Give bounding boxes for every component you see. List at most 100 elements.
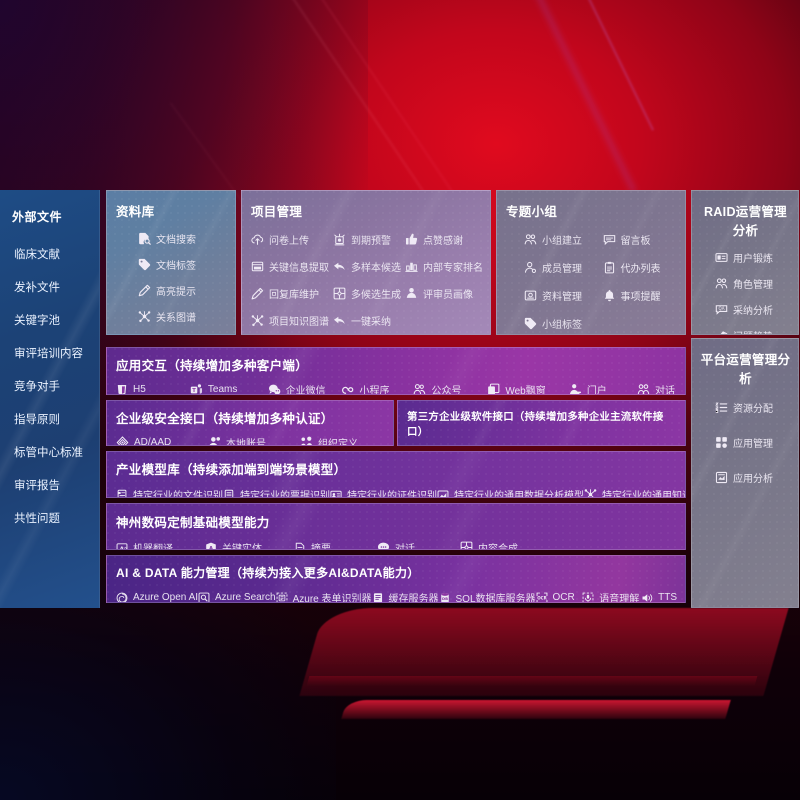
platform-item-2[interactable]: 应用分析 (715, 470, 792, 485)
platform-item-0[interactable]: 资源分配 (715, 400, 792, 415)
project-item-2[interactable]: 点赞感谢 (405, 232, 483, 247)
platform-item-1-label: 应用管理 (733, 439, 773, 450)
sidebar-item-3[interactable]: 审评培训内容 (14, 348, 83, 360)
project-item-9[interactable]: 项目知识图谱 (251, 313, 329, 328)
app-analysis-icon (715, 471, 728, 484)
panel-platform-title: 平台运营管理分析 (700, 353, 791, 386)
svg-text:A: A (209, 545, 214, 550)
sidebar-item-8[interactable]: 共性问题 (14, 513, 60, 525)
project-item-4-label: 多样本候选 (351, 263, 401, 274)
security-item-0[interactable]: AD/AAD (116, 436, 208, 445)
app-interaction-item-2[interactable]: 企业微信 (268, 382, 342, 394)
ai-data-item-0[interactable]: Azure Open AI (116, 592, 198, 602)
group-item-2[interactable]: 成员管理 (524, 260, 599, 275)
ordered-list-icon (715, 401, 728, 414)
panel-industry-model-items: 特定行业的文件识别 特定行业的票据识别 特定行业的证件识别 特定行业的通用数据分… (116, 487, 685, 497)
app-interaction-item-0[interactable]: H5 (116, 384, 190, 394)
group-item-5-label: 事项提醒 (620, 292, 661, 303)
library-item-2[interactable]: 高亮提示 (138, 283, 227, 298)
ai-data-item-2-label: Azure 表单识别器 (292, 594, 372, 603)
ai-data-item-3[interactable]: 缓存服务器 (372, 590, 439, 603)
group-item-5[interactable]: 事项提醒 (603, 288, 678, 303)
project-item-7-label: 多候选生成 (351, 290, 401, 301)
group-item-3[interactable]: 代办列表 (603, 260, 678, 275)
industry-model-item-0[interactable]: 特定行业的文件识别 (116, 487, 223, 497)
raid-item-3[interactable]: 问题趋势 (715, 328, 792, 334)
industry-model-item-1[interactable]: 特定行业的票据识别 (223, 487, 330, 497)
industry-model-item-4[interactable]: 特定行业的通用知识测谬模型 (584, 487, 685, 497)
summary-doc-icon (294, 542, 306, 549)
security-item-1[interactable]: 本地账号 (208, 435, 300, 445)
group-item-1[interactable]: 留言板 (603, 232, 678, 247)
ai-data-item-6[interactable]: 语音理解 (582, 590, 641, 602)
dcits-model-item-1[interactable]: A 关键实体 (205, 540, 294, 550)
group-item-6[interactable]: 小组标签 (524, 316, 599, 331)
highlight-pen-icon (138, 284, 151, 297)
project-item-6[interactable]: 回复库维护 (251, 286, 329, 301)
sidebar-item-1[interactable]: 发补文件 (14, 282, 60, 294)
group-item-2-label: 成员管理 (542, 264, 582, 275)
project-item-1-label: 到期预警 (351, 236, 391, 247)
sidebar-item-6[interactable]: 标管中心标准 (14, 447, 83, 459)
file-recognize-icon (116, 489, 128, 497)
group-item-1-label: 留言板 (620, 236, 651, 247)
alarm-icon (333, 233, 346, 246)
app-interaction-item-6[interactable]: 门户 (569, 382, 637, 394)
group-item-4[interactable]: 资料管理 (524, 288, 599, 303)
sidebar-item-2[interactable]: 关键字池 (14, 315, 60, 327)
svg-text:T: T (192, 388, 196, 394)
graph-network-icon (584, 488, 597, 497)
project-item-10[interactable]: 一键采纳 (333, 313, 401, 328)
extract-window-icon (251, 260, 264, 273)
raid-item-0[interactable]: 用户锻炼 (715, 250, 792, 265)
app-interaction-item-4[interactable]: 公众号 (413, 382, 487, 394)
industry-model-item-2[interactable]: 特定行业的证件识别 (330, 487, 437, 497)
sidebar-item-7[interactable]: 审评报告 (14, 480, 60, 492)
dcits-model-item-4[interactable]: 内容合成 (460, 540, 518, 549)
sidebar-item-0[interactable]: 临床文献 (14, 249, 60, 261)
project-item-3[interactable]: 关键信息提取 (251, 259, 329, 274)
app-interaction-item-5[interactable]: Web飘窗 (487, 382, 568, 395)
sidebar-item-4[interactable]: 竞争对手 (14, 381, 60, 393)
ai-data-item-3-label: 缓存服务器 (388, 594, 439, 603)
thumbs-up-icon (405, 233, 418, 246)
raid-item-1[interactable]: 角色管理 (715, 276, 792, 291)
panel-raid: RAID运营管理分析 用户锻炼 角色管理 QA 采纳分析 问题趋势 (691, 190, 799, 335)
panel-ai-data-title: AI & DATA 能力管理（持续为接入更多AI&DATA能力） (116, 566, 420, 580)
panel-ai-data-items: Azure Open AI Azure Search Azure 表单识别器 缓… (116, 590, 677, 603)
app-interaction-item-3[interactable]: 小程序 (341, 382, 413, 394)
ai-data-item-4[interactable]: DB SQL数据库服务器 (439, 590, 536, 602)
sidebar-item-5[interactable]: 指导原则 (14, 414, 60, 426)
project-item-1[interactable]: 到期预警 (333, 232, 401, 247)
reply-arrow-icon (333, 314, 346, 327)
project-item-5[interactable]: 内部专家排名 (405, 259, 483, 274)
app-interaction-item-7[interactable]: 对话 (637, 382, 675, 394)
platform-item-1[interactable]: 应用管理 (715, 435, 792, 450)
project-item-4[interactable]: 多样本候选 (333, 259, 401, 274)
dcits-model-item-3[interactable]: 对话 (377, 540, 460, 549)
app-interaction-item-5-label: Web飘窗 (505, 386, 546, 395)
project-item-8[interactable]: 评审员画像 (405, 286, 483, 301)
platform-item-0-label: 资源分配 (733, 404, 773, 415)
library-item-3[interactable]: 关系图谱 (138, 309, 227, 324)
security-item-2[interactable]: 组织定义 (300, 435, 358, 445)
dcits-model-item-2[interactable]: 摘要 (294, 540, 377, 549)
ai-data-item-5[interactable]: OCR OCR (536, 592, 583, 602)
ai-data-item-7[interactable]: TTS (641, 592, 677, 603)
project-item-7[interactable]: 多候选生成 (333, 286, 401, 301)
ai-data-item-1[interactable]: Azure Search (198, 592, 276, 602)
app-interaction-item-1[interactable]: T Teams (190, 383, 268, 395)
ai-data-item-2[interactable]: Azure 表单识别器 (276, 590, 372, 603)
raid-item-2[interactable]: QA 采纳分析 (715, 302, 792, 317)
tts-icon (641, 592, 653, 603)
library-item-1[interactable]: 文档标签 (138, 257, 227, 272)
project-item-0[interactable]: 问卷上传 (251, 232, 329, 247)
panel-app-interaction-items: H5 T Teams 企业微信 小程序 公众号 Web飘窗 (116, 382, 675, 395)
library-item-0[interactable]: 文档搜索 (138, 231, 227, 246)
app-interaction-item-1-label: Teams (207, 384, 238, 395)
sidebar-title: 外部文件 (12, 210, 63, 224)
industry-model-item-3[interactable]: 特定行业的通用数据分析模型 (437, 487, 584, 497)
group-item-0[interactable]: 小组建立 (524, 232, 599, 247)
